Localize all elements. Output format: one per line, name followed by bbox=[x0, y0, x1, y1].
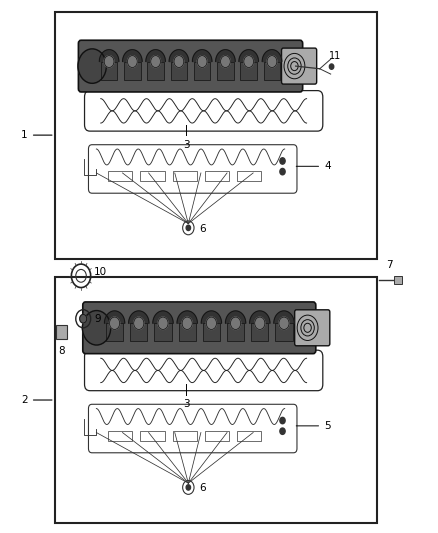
Bar bbox=[170, 61, 187, 79]
Circle shape bbox=[186, 225, 191, 231]
Polygon shape bbox=[104, 311, 125, 323]
Bar bbox=[203, 323, 220, 342]
Circle shape bbox=[280, 428, 285, 434]
Polygon shape bbox=[239, 50, 258, 62]
Circle shape bbox=[127, 55, 137, 68]
Polygon shape bbox=[123, 50, 142, 62]
Bar bbox=[240, 61, 257, 79]
Bar bbox=[55, 12, 377, 259]
Bar bbox=[179, 323, 196, 342]
Bar bbox=[264, 61, 280, 79]
Circle shape bbox=[280, 417, 285, 424]
Circle shape bbox=[134, 317, 144, 329]
Circle shape bbox=[104, 55, 114, 68]
Circle shape bbox=[182, 317, 192, 329]
Bar bbox=[140, 171, 165, 181]
Bar bbox=[205, 171, 229, 181]
Bar bbox=[106, 323, 123, 342]
Bar bbox=[173, 431, 197, 440]
Bar bbox=[173, 171, 197, 181]
Text: 2: 2 bbox=[21, 395, 28, 405]
Text: 1: 1 bbox=[21, 130, 28, 140]
Polygon shape bbox=[226, 311, 246, 323]
Text: 9: 9 bbox=[94, 314, 101, 324]
Bar bbox=[251, 323, 268, 342]
Polygon shape bbox=[201, 311, 222, 323]
Circle shape bbox=[151, 55, 160, 68]
FancyBboxPatch shape bbox=[295, 310, 330, 346]
Circle shape bbox=[197, 55, 207, 68]
FancyBboxPatch shape bbox=[78, 41, 303, 92]
Circle shape bbox=[244, 55, 254, 68]
Text: 6: 6 bbox=[199, 224, 206, 234]
Text: 7: 7 bbox=[386, 260, 393, 270]
FancyBboxPatch shape bbox=[85, 91, 323, 131]
Polygon shape bbox=[169, 50, 189, 62]
Bar bbox=[56, 325, 67, 340]
Polygon shape bbox=[129, 311, 149, 323]
FancyBboxPatch shape bbox=[85, 350, 323, 391]
Circle shape bbox=[255, 317, 265, 329]
Polygon shape bbox=[177, 311, 198, 323]
Text: 10: 10 bbox=[94, 266, 107, 277]
Circle shape bbox=[221, 55, 230, 68]
Bar bbox=[147, 61, 164, 79]
Polygon shape bbox=[99, 50, 119, 62]
Text: 3: 3 bbox=[183, 140, 190, 150]
Bar bbox=[108, 171, 132, 181]
Text: 6: 6 bbox=[199, 483, 206, 494]
Circle shape bbox=[206, 317, 216, 329]
Bar bbox=[108, 431, 132, 440]
FancyBboxPatch shape bbox=[88, 144, 297, 193]
Circle shape bbox=[329, 64, 334, 69]
Bar bbox=[154, 323, 172, 342]
Circle shape bbox=[158, 317, 168, 329]
FancyBboxPatch shape bbox=[83, 302, 316, 354]
Bar bbox=[205, 431, 229, 440]
Circle shape bbox=[280, 168, 285, 175]
Bar bbox=[276, 323, 293, 342]
Bar bbox=[101, 61, 117, 79]
Polygon shape bbox=[192, 50, 212, 62]
Text: 11: 11 bbox=[328, 51, 341, 61]
Polygon shape bbox=[262, 50, 282, 62]
Polygon shape bbox=[274, 311, 294, 323]
Bar bbox=[394, 276, 402, 284]
Bar bbox=[140, 431, 165, 440]
Circle shape bbox=[80, 314, 87, 323]
Circle shape bbox=[230, 317, 240, 329]
Circle shape bbox=[186, 485, 191, 490]
Bar bbox=[237, 431, 261, 440]
Circle shape bbox=[110, 317, 120, 329]
Bar bbox=[237, 171, 261, 181]
Text: 5: 5 bbox=[296, 421, 331, 431]
Bar bbox=[227, 323, 244, 342]
Polygon shape bbox=[153, 311, 173, 323]
Circle shape bbox=[267, 55, 277, 68]
Circle shape bbox=[174, 55, 184, 68]
Circle shape bbox=[78, 49, 106, 83]
Bar bbox=[130, 323, 148, 342]
Bar bbox=[194, 61, 211, 79]
Bar bbox=[124, 61, 141, 79]
Text: 4: 4 bbox=[296, 161, 331, 171]
Circle shape bbox=[280, 158, 285, 164]
FancyBboxPatch shape bbox=[88, 405, 297, 453]
Polygon shape bbox=[250, 311, 270, 323]
FancyBboxPatch shape bbox=[282, 48, 317, 84]
Polygon shape bbox=[146, 50, 166, 62]
Text: 3: 3 bbox=[183, 399, 190, 409]
Circle shape bbox=[82, 311, 111, 345]
Bar bbox=[55, 277, 377, 523]
Text: 8: 8 bbox=[58, 346, 65, 356]
Polygon shape bbox=[215, 50, 235, 62]
Circle shape bbox=[279, 317, 289, 329]
Bar bbox=[217, 61, 234, 79]
